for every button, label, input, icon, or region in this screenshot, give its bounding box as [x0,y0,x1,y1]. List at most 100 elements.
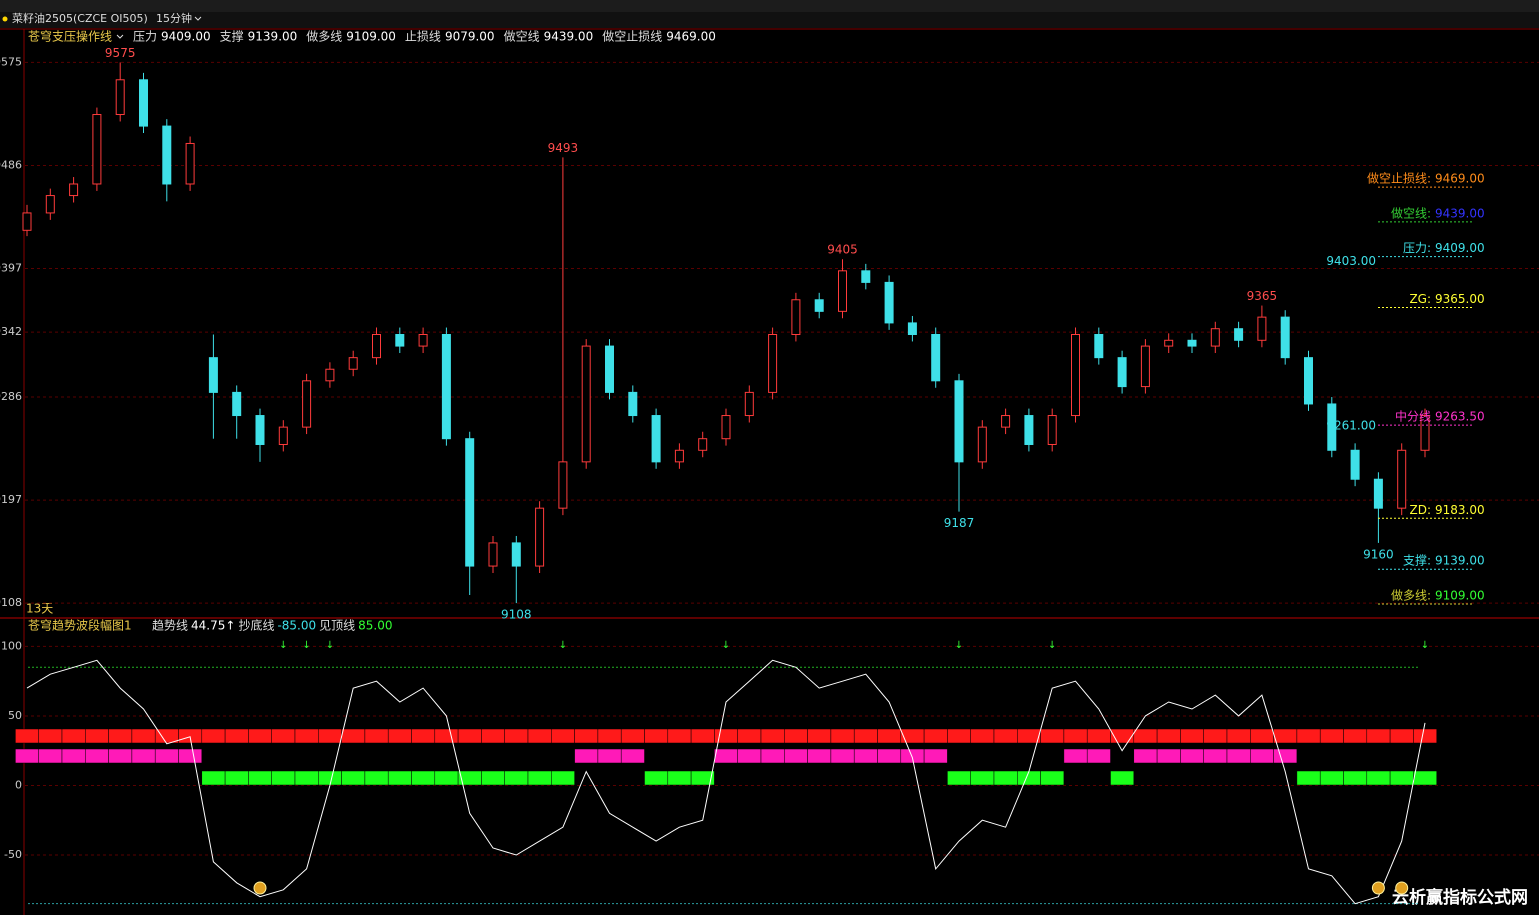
band-bar [457,728,482,744]
band-bar [690,770,715,786]
candle-body [1071,333,1080,417]
band-bar [1086,748,1111,764]
y-tick-label: 9108 [0,596,22,609]
level-value: 9139.00 [1435,554,1485,568]
peak-label: 9108 [501,608,532,622]
signal-arrow: ↓ [1421,640,1429,651]
band-bar [1203,748,1228,764]
candle-body [954,380,964,463]
candle-body [22,212,32,231]
candle-body [1094,333,1104,359]
candle-body [1280,316,1290,359]
band-bar [551,770,575,786]
band-bar [1296,770,1321,786]
band-bar [760,728,785,744]
band-bar [318,728,342,744]
symbol[interactable]: 菜籽油2505(CZCE OI505) [12,11,148,25]
band-bar [807,748,832,764]
y-tick-label: 0 [15,778,22,791]
peak-label: 9405 [827,243,858,257]
candle-body [1397,449,1407,509]
band-bar [1389,728,1414,744]
candle-body [45,195,55,214]
param-name: 压力 [133,30,157,44]
param-value: 9469.00 [666,30,716,44]
band-bar [1366,728,1391,744]
band [947,770,1065,786]
band-bar [61,728,86,744]
band-bar [1273,748,1298,764]
band-bar [1110,770,1135,786]
band-bar [504,770,529,786]
band-bar [248,770,272,786]
price-mark: 9403.00 [1326,254,1376,268]
band-bar [1296,728,1321,744]
level-value: 9263.50 [1435,410,1485,424]
band-bar [993,728,1018,744]
band-bar [131,728,156,744]
band-bar [178,748,203,764]
y-tick-label: 9197 [0,493,22,506]
band-bar [737,748,762,764]
band-bar [644,770,669,786]
band-bar [1156,728,1181,744]
band [1063,748,1111,764]
candle-body [698,438,708,451]
watermark: 云析赢指标公式网 [1392,887,1528,908]
param-value: -85.00 [277,619,316,633]
band [15,748,203,764]
band-bar [1250,728,1274,744]
band-bar [690,728,715,744]
band-bar [993,770,1018,786]
band-bar [1180,748,1204,764]
signal-arrow: ↓ [722,640,730,651]
candle-body [465,438,475,567]
y-tick-label: 9397 [0,262,22,275]
y-tick-label: -50 [4,848,22,861]
band-bar [318,770,342,786]
toolbar[interactable] [0,0,1539,12]
period[interactable]: 15分钟 [156,11,192,25]
param-name: 做空线 [504,29,540,44]
candle-body [162,125,172,185]
param-name: 做空止损线 [602,29,662,44]
candle-body [884,281,894,324]
peak-label: 9365 [1247,289,1278,303]
candle-body [1117,357,1127,388]
band-bar [1413,728,1437,744]
candle-body [721,415,731,440]
y-tick-label: 100 [1,639,22,652]
candle-body [605,345,614,393]
band-bar [411,770,436,786]
level-value: 9439.00 [1435,206,1485,220]
candle-body [535,507,545,567]
band-bar [1017,770,1041,786]
band-bar [527,770,552,786]
band-bar [131,748,156,764]
band-bar [1250,748,1274,764]
candle-body [977,426,987,463]
candle-body [628,391,638,417]
param-name: 支撑 [220,29,244,44]
candle-body [838,270,847,312]
band-bar [1343,728,1368,744]
band-bar [784,748,808,764]
level-value: 9469.00 [1435,172,1485,186]
band-bar [1319,770,1344,786]
candle-body [907,322,917,335]
candle-body [372,333,381,359]
band-bar [597,728,622,744]
band-bar [970,770,995,786]
candle-body [861,270,871,283]
candle-body [651,415,661,463]
band-bar [271,728,296,744]
band-bar [224,770,249,786]
signal-arrow: ↓ [279,640,287,651]
band-bar [970,728,995,744]
param-value: 9139.00 [248,30,298,44]
signal-arrow: ↓ [302,640,310,651]
param-name: 止损线 [405,30,441,44]
band-bar [1413,770,1437,786]
level-name: 中分线 [1395,409,1431,424]
